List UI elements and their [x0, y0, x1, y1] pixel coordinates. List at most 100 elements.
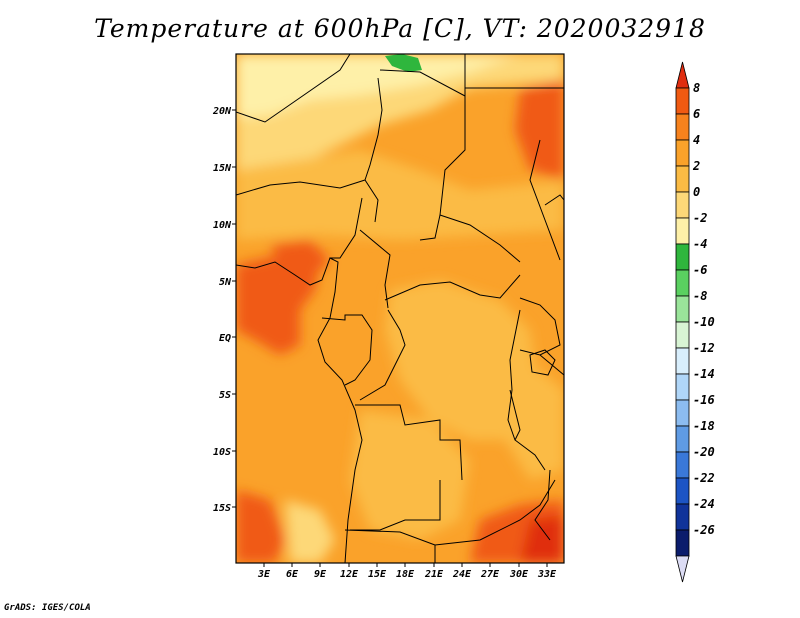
cb-label-m4: -4 — [693, 237, 707, 251]
lon-label-9e: 9E — [314, 569, 327, 580]
boundary-congo-drc — [359, 309, 406, 401]
cb-label-m16: -16 — [693, 393, 715, 407]
lon-label-27e: 27E — [480, 569, 500, 580]
boundary-mozambique — [534, 469, 551, 541]
chart-title: Temperature at 600hPa [C], VT: 202003291… — [94, 14, 706, 43]
lon-label-12e: 12E — [340, 569, 359, 580]
colorbar-cell — [675, 425, 690, 453]
colorbar-cell — [675, 347, 690, 375]
colorbar: 8 6 4 2 0 -2 -4 -6 -8 -10 -12 -14 -16 -1… — [675, 61, 715, 583]
lon-label-18e: 18E — [396, 569, 415, 580]
lat-label-15s: 15S — [213, 503, 231, 514]
lat-label-eq: EQ — [219, 333, 231, 344]
field-southwest-warm — [236, 490, 285, 563]
cb-label-2: 2 — [692, 159, 700, 173]
longitude-labels: 3E 6E 9E 12E 15E 18E 21E 24E 27E 30E 33E — [257, 569, 557, 580]
colorbar-cell — [675, 477, 690, 505]
lon-label-21e: 21E — [424, 569, 444, 580]
cb-label-m24: -24 — [693, 497, 715, 511]
colorbar-cell — [675, 165, 690, 193]
lon-label-24e: 24E — [452, 569, 472, 580]
cb-label-m18: -18 — [693, 419, 715, 433]
cb-label-m22: -22 — [693, 471, 715, 485]
colorbar-cell — [675, 243, 690, 271]
lat-label-5s: 5S — [219, 390, 231, 401]
lat-label-10n: 10N — [213, 220, 232, 231]
country-boundaries — [236, 54, 564, 563]
boundary-libya-egypt — [379, 54, 466, 97]
boundary-zambia-south — [434, 479, 556, 546]
lon-label-3e: 3E — [257, 569, 271, 580]
lon-label-6e: 6E — [286, 569, 299, 580]
boundary-drc-angola — [355, 404, 463, 481]
cb-label-m26: -26 — [693, 523, 715, 537]
map-frame — [235, 53, 565, 564]
boundary-chad — [419, 96, 466, 241]
grads-credit: GrADS: IGES/COLA — [4, 603, 91, 613]
colorbar-cell — [675, 139, 690, 167]
lat-label-5n: 5N — [219, 277, 232, 288]
longitude-ticks — [263, 563, 548, 567]
cb-label-0: 0 — [693, 185, 700, 199]
colorbar-cell-top-arrow — [675, 61, 690, 89]
field-central-plateau — [385, 280, 540, 440]
colorbar-cell — [675, 113, 690, 141]
boundary-ethiopia — [544, 194, 564, 206]
boundary-drc-east — [507, 309, 546, 471]
field-coolest-north — [236, 54, 520, 118]
colorbar-cell — [675, 529, 690, 557]
lat-label-15n: 15N — [213, 163, 232, 174]
latitude-ticks — [232, 109, 236, 508]
field-cold-patch — [385, 54, 422, 72]
cb-label-m8: -8 — [693, 289, 707, 303]
boundary-nigeria-cameroon — [330, 197, 363, 259]
lon-label-15e: 15E — [368, 569, 387, 580]
boundary-nigeria-niger — [236, 179, 379, 223]
field-east-plateau — [500, 370, 564, 480]
boundary-coastline-west — [236, 257, 363, 563]
lat-label-10s: 10S — [213, 447, 231, 458]
lon-label-30e: 30E — [509, 569, 529, 580]
boundary-cameroon-car — [359, 229, 391, 309]
lat-label-20n: 20N — [212, 106, 232, 117]
boundary-lake-tanganyika — [509, 389, 521, 441]
lon-label-33e: 33E — [537, 569, 557, 580]
latitude-labels: 20N 15N 10N 5N EQ 5S 10S 15S — [212, 106, 232, 514]
cb-label-8: 8 — [693, 81, 700, 95]
boundary-car-south — [384, 274, 521, 301]
boundary-gabon-congo — [321, 314, 373, 386]
field-nigeria-warm — [270, 240, 330, 275]
boundary-algeria-mali — [236, 54, 351, 123]
field-gulf-warm — [236, 255, 320, 355]
boundary-car-sudan — [439, 214, 521, 263]
boundary-kenya-tanzania — [539, 354, 564, 376]
cb-label-6: 6 — [693, 107, 700, 121]
boundary-lake-victoria — [529, 349, 556, 376]
cb-label-m2: -2 — [693, 211, 707, 225]
boundary-niger-libya — [364, 77, 383, 181]
field-sahel-band — [236, 150, 564, 240]
colorbar-cell — [675, 269, 690, 297]
field-angola-coast-cool — [285, 500, 335, 563]
colorbar-cell — [675, 321, 690, 349]
cb-label-m12: -12 — [693, 341, 715, 355]
cb-label-m10: -10 — [693, 315, 715, 329]
boundary-namibia-border — [344, 529, 436, 563]
colorbar-cells — [675, 61, 690, 583]
field-southeast-hot — [520, 515, 564, 563]
colorbar-cell — [675, 217, 690, 245]
cb-label-m20: -20 — [693, 445, 715, 459]
colorbar-cell — [675, 503, 690, 531]
colorbar-cell — [675, 191, 690, 219]
field-northeast-warm — [515, 80, 564, 180]
cb-label-m14: -14 — [693, 367, 715, 381]
colorbar-cell — [675, 399, 690, 427]
colorbar-cell — [675, 87, 690, 115]
temperature-field — [236, 54, 564, 563]
boundary-sudan-ethiopia — [529, 139, 561, 261]
colorbar-cell-bottom-arrow — [675, 555, 690, 583]
cb-label-4: 4 — [693, 133, 700, 147]
boundary-angola-zambia — [350, 480, 441, 531]
colorbar-cell — [675, 451, 690, 479]
